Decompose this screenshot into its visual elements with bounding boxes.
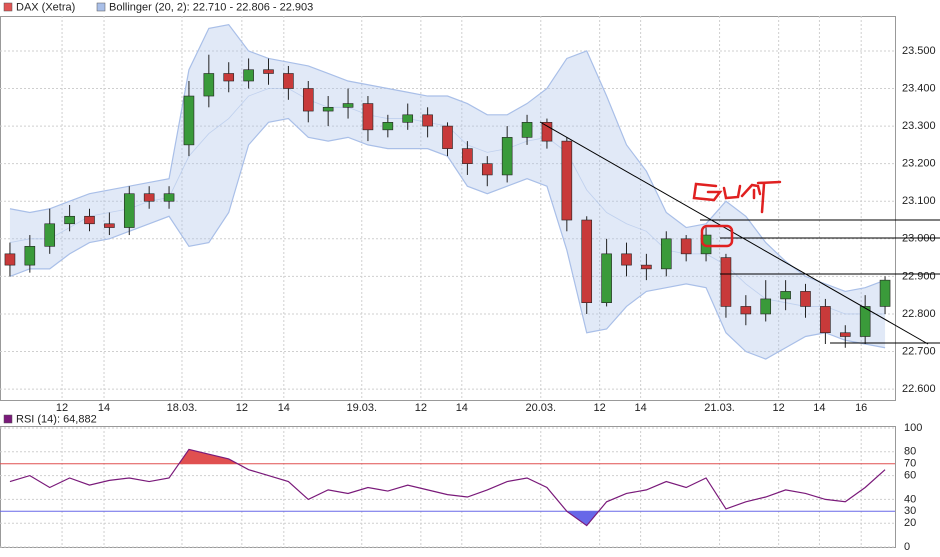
legend-swatch: [96, 2, 106, 12]
y-tick-label: 0: [904, 541, 910, 553]
candle-body: [44, 223, 56, 247]
candle-body: [740, 306, 752, 315]
candle-body: [680, 238, 692, 255]
candle-body: [521, 122, 533, 138]
price-frame: [0, 16, 896, 401]
y-tick-label: 23.400: [902, 82, 936, 94]
candle-body: [720, 257, 732, 307]
legend-label: DAX (Xetra): [16, 1, 75, 13]
candle-body: [501, 137, 513, 176]
rsi-line: [9, 448, 886, 527]
candle-body: [183, 95, 195, 146]
candle-body: [402, 114, 414, 123]
candle-body: [382, 122, 394, 131]
candle-body: [163, 193, 175, 202]
candle-body: [342, 103, 354, 108]
candle-body: [302, 88, 314, 112]
candle-body: [283, 73, 294, 89]
candle-body: [541, 122, 553, 142]
drawings: [539, 121, 940, 345]
trend-line: [539, 121, 929, 345]
candle-body: [24, 246, 36, 266]
x-tick-label: 12: [56, 402, 68, 414]
y-tick-label: 23.300: [902, 120, 936, 132]
candle-body: [4, 253, 16, 266]
candle-body: [203, 73, 215, 97]
legend-swatch: [3, 414, 13, 424]
y-tick-label: 22.800: [902, 308, 936, 320]
candle-body: [839, 332, 851, 337]
candle-body: [481, 163, 493, 176]
candle-body: [104, 223, 115, 228]
candle-body: [263, 69, 274, 74]
candle-body: [561, 140, 573, 221]
gap-marker: [700, 224, 734, 248]
y-tick-label: 22.700: [902, 345, 936, 357]
y-tick-label: 22.600: [902, 383, 936, 395]
y-tick-label: 23.500: [902, 45, 936, 57]
candle-body: [581, 219, 593, 303]
x-tick-label: 14: [634, 402, 646, 414]
x-tick-label: 14: [456, 402, 468, 414]
candle-body: [859, 306, 871, 337]
x-tick-label: 12: [236, 402, 248, 414]
x-tick-label: 12: [415, 402, 427, 414]
candle-body: [820, 306, 831, 334]
x-tick-label: 12: [594, 402, 606, 414]
x-tick-label: 18.03.: [167, 402, 198, 414]
oversold-label: 30: [904, 505, 916, 517]
x-tick-label: 14: [278, 402, 290, 414]
candle-body: [879, 279, 891, 307]
plot-layer: 12 14 18.03. 12 14 19.03. 12 14 20.03. 12 14 21.03.…: [0, 16, 936, 553]
y-tick-label: 23.000: [902, 233, 936, 245]
legend-swatch: [3, 2, 13, 12]
y-tick-label: 23.200: [902, 158, 936, 170]
x-tick-label: 20.03.: [525, 402, 556, 414]
overbought-label: 70: [904, 458, 916, 470]
x-tick-label: 19.03.: [346, 402, 377, 414]
y-tick-label: 100: [904, 422, 922, 434]
candle-body: [362, 103, 374, 131]
candle-body: [223, 73, 235, 82]
candle-body: [123, 193, 135, 228]
candle-body: [800, 291, 811, 307]
candle-body: [462, 148, 473, 164]
candle-body: [660, 238, 672, 270]
x-tick-label: 16: [855, 402, 867, 414]
candle-body: [422, 114, 433, 127]
gap-scribble: [692, 180, 782, 214]
x-tick-label: 14: [98, 402, 110, 414]
overbought-area: [179, 449, 238, 464]
candle-body: [143, 193, 155, 202]
bollinger-upper: [9, 23, 886, 293]
candle-body: [84, 215, 95, 225]
candle-body: [700, 234, 712, 255]
y-tick-label: 22.900: [902, 270, 936, 282]
y-tick-label: 80: [904, 446, 916, 458]
candle-body: [601, 253, 612, 303]
x-tick-label: 12: [773, 402, 785, 414]
legend-label: Bollinger (20, 2): 22.710 - 22.806 - 22.…: [109, 1, 313, 13]
x-tick-label: 21.03.: [704, 402, 735, 414]
x-tick-label: 14: [813, 402, 825, 414]
y-tick-label: 20: [904, 517, 916, 529]
candle-body: [760, 298, 772, 315]
y-tick-label: 23.100: [902, 195, 936, 207]
y-tick-label: 40: [904, 493, 916, 505]
candle-body: [322, 107, 334, 112]
candle-body: [780, 291, 791, 300]
legend-label: RSI (14): 64,882: [16, 413, 97, 425]
candle-body: [621, 253, 632, 266]
candle-body: [442, 125, 453, 149]
candle-body: [641, 264, 652, 270]
y-tick-label: 60: [904, 470, 916, 482]
candle-body: [243, 69, 254, 82]
candle-body: [64, 215, 75, 225]
